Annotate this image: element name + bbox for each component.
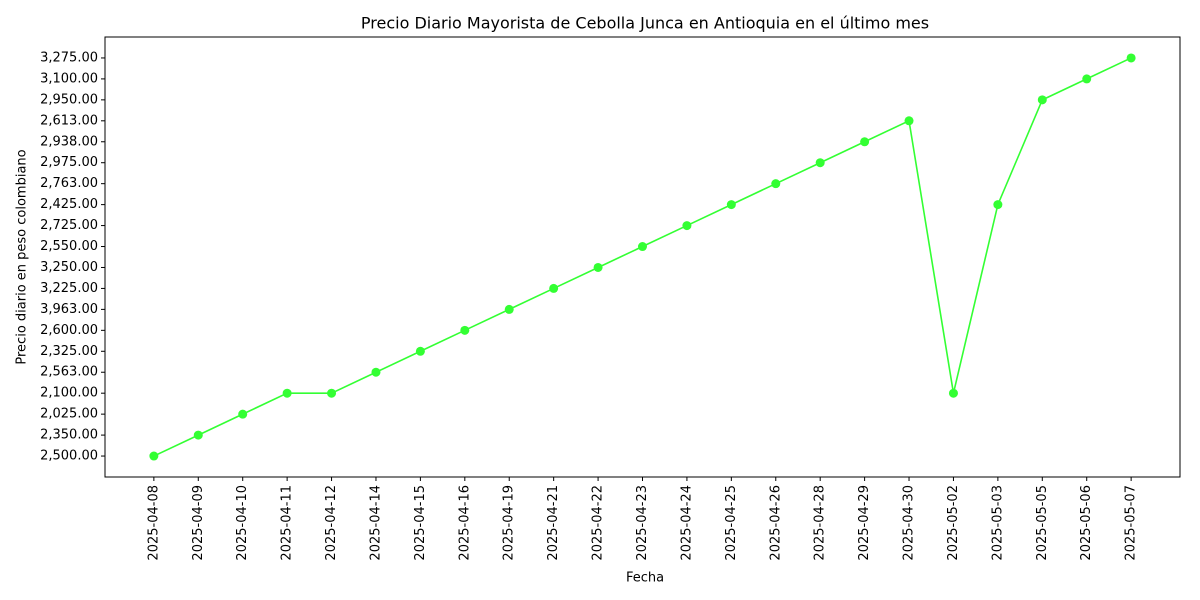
y-tick-label: 2,725.00 xyxy=(40,218,98,233)
y-tick-label: 2,350.00 xyxy=(40,428,98,443)
y-tick-label: 2,100.00 xyxy=(40,386,98,401)
point xyxy=(1037,95,1047,105)
x-tick-label: 2025-05-03 xyxy=(990,485,1005,561)
y-tick-label: 2,763.00 xyxy=(40,176,98,191)
x-tick-label: 2025-05-02 xyxy=(946,485,961,561)
point xyxy=(282,388,292,398)
y-tick-label: 2,950.00 xyxy=(40,92,98,107)
point xyxy=(682,221,692,231)
y-tick-label: 2,025.00 xyxy=(40,407,98,422)
y-tick-label: 2,600.00 xyxy=(40,323,98,338)
y-axis-label: Precio diario en peso colombiano xyxy=(15,149,30,364)
point xyxy=(149,451,159,461)
y-tick-label: 2,325.00 xyxy=(40,344,98,359)
point xyxy=(860,137,870,147)
chart-title: Precio Diario Mayorista de Cebolla Junca… xyxy=(361,14,929,33)
x-tick-label: 2025-04-22 xyxy=(591,485,606,561)
x-tick-label: 2025-05-06 xyxy=(1079,485,1094,561)
point xyxy=(904,116,914,126)
x-tick-label: 2025-04-28 xyxy=(813,485,828,561)
y-tick-label: 3,963.00 xyxy=(40,302,98,317)
y-tick-label: 2,563.00 xyxy=(40,365,98,380)
point xyxy=(504,304,514,314)
x-tick-label: 2025-04-11 xyxy=(280,485,295,561)
point xyxy=(948,388,958,398)
x-tick-label: 2025-05-07 xyxy=(1124,485,1139,561)
point xyxy=(549,283,559,293)
x-tick-label: 2025-04-16 xyxy=(457,485,472,561)
x-tick-label: 2025-04-19 xyxy=(502,485,517,561)
y-tick-label: 2,975.00 xyxy=(40,155,98,170)
y-tick-label: 2,425.00 xyxy=(40,197,98,212)
x-tick-label: 2025-05-05 xyxy=(1035,485,1050,561)
point xyxy=(771,179,781,189)
point xyxy=(460,325,470,335)
point xyxy=(1082,74,1092,84)
y-tick-label: 2,500.00 xyxy=(40,449,98,464)
point xyxy=(415,346,425,356)
x-axis-label: Fecha xyxy=(626,571,664,586)
point xyxy=(371,367,381,377)
x-tick-label: 2025-04-10 xyxy=(235,485,250,561)
point xyxy=(327,388,337,398)
y-tick-label: 3,225.00 xyxy=(40,281,98,296)
plot-frame xyxy=(104,36,1181,478)
x-tick-label: 2025-04-25 xyxy=(724,485,739,561)
x-tick-label: 2025-04-21 xyxy=(546,485,561,561)
y-tick-label: 3,100.00 xyxy=(40,71,98,86)
x-tick-label: 2025-04-14 xyxy=(368,485,383,561)
y-tick-label: 2,613.00 xyxy=(40,113,98,128)
point xyxy=(638,242,647,252)
x-tick-label: 2025-04-08 xyxy=(146,485,161,561)
x-tick-label: 2025-04-09 xyxy=(191,485,206,561)
point xyxy=(993,200,1003,210)
x-tick-label: 2025-04-23 xyxy=(635,485,650,561)
point xyxy=(193,430,203,440)
y-tick-label: 2,550.00 xyxy=(40,239,98,254)
x-tick-label: 2025-04-30 xyxy=(902,485,917,561)
x-tick-label: 2025-04-24 xyxy=(679,485,694,561)
y-tick-label: 3,275.00 xyxy=(40,50,98,65)
point xyxy=(726,200,736,210)
x-tick-label: 2025-04-15 xyxy=(413,485,428,561)
point xyxy=(815,158,825,168)
x-tick-label: 2025-04-29 xyxy=(857,485,872,561)
x-tick-label: 2025-04-26 xyxy=(768,485,783,561)
y-tick-label: 2,938.00 xyxy=(40,134,98,149)
point xyxy=(238,409,248,419)
point xyxy=(593,262,603,272)
point xyxy=(1126,53,1136,63)
x-tick-label: 2025-04-12 xyxy=(324,485,339,561)
y-tick-label: 3,250.00 xyxy=(40,260,98,275)
line xyxy=(153,57,1132,457)
